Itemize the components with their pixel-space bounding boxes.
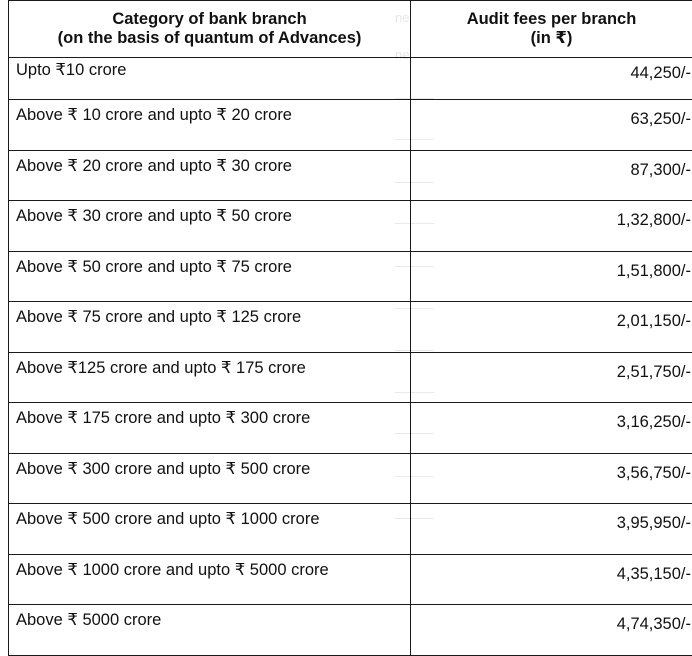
fee-cell: 44,250/-	[411, 58, 692, 100]
table-row: Above ₹ 500 crore and upto ₹ 1000 crore …	[9, 504, 692, 555]
table-row: Above ₹ 20 crore and upto ₹ 30 crore 87,…	[9, 150, 692, 201]
fee-cell: 3,56,750/-	[411, 453, 692, 504]
category-cell: Above ₹ 75 crore and upto ₹ 125 crore	[9, 302, 411, 353]
category-cell: Above ₹ 5000 crore	[9, 605, 411, 656]
category-header-line1: Category of bank branch	[13, 10, 406, 29]
table-row: Above ₹ 50 crore and upto ₹ 75 crore 1,5…	[9, 251, 692, 302]
category-cell: Above ₹125 crore and upto ₹ 175 crore	[9, 352, 411, 403]
table-row: Above ₹ 175 crore and upto ₹ 300 crore 3…	[9, 403, 692, 454]
fee-cell: 1,32,800/-	[411, 201, 692, 252]
fee-cell: 2,51,750/-	[411, 352, 692, 403]
fees-column-header: Audit fees per branch (in ₹)	[411, 1, 692, 58]
table-row: Above ₹ 5000 crore 4,74,350/-	[9, 605, 692, 656]
fee-cell: 63,250/-	[411, 100, 692, 151]
table-row: Above ₹ 30 crore and upto ₹ 50 crore 1,3…	[9, 201, 692, 252]
category-column-header: Category of bank branch (on the basis of…	[9, 1, 411, 58]
table-row: Above ₹ 75 crore and upto ₹ 125 crore 2,…	[9, 302, 692, 353]
fee-cell: 3,95,950/-	[411, 504, 692, 555]
table-row: Upto ₹10 crore 44,250/-	[9, 58, 692, 100]
audit-fees-table: Category of bank branch (on the basis of…	[8, 0, 692, 656]
fee-cell: 2,01,150/-	[411, 302, 692, 353]
fee-cell: 3,16,250/-	[411, 403, 692, 454]
category-cell: Above ₹ 1000 crore and upto ₹ 5000 crore	[9, 554, 411, 605]
category-cell: Upto ₹10 crore	[9, 58, 411, 100]
category-cell: Above ₹ 30 crore and upto ₹ 50 crore	[9, 201, 411, 252]
fees-header-line2: (in ₹)	[415, 29, 688, 48]
table-row: Above ₹ 1000 crore and upto ₹ 5000 crore…	[9, 554, 692, 605]
category-cell: Above ₹ 300 crore and upto ₹ 500 crore	[9, 453, 411, 504]
table-row: Above ₹ 300 crore and upto ₹ 500 crore 3…	[9, 453, 692, 504]
fee-cell: 4,74,350/-	[411, 605, 692, 656]
category-cell: Above ₹ 175 crore and upto ₹ 300 crore	[9, 403, 411, 454]
fee-cell: 87,300/-	[411, 150, 692, 201]
category-cell: Above ₹ 50 crore and upto ₹ 75 crore	[9, 251, 411, 302]
fees-header-line1: Audit fees per branch	[415, 10, 688, 29]
table-row: Above ₹125 crore and upto ₹ 175 crore 2,…	[9, 352, 692, 403]
fee-cell: 1,51,800/-	[411, 251, 692, 302]
table-row: Above ₹ 10 crore and upto ₹ 20 crore 63,…	[9, 100, 692, 151]
category-header-line2: (on the basis of quantum of Advances)	[13, 29, 406, 48]
table-header-row: Category of bank branch (on the basis of…	[9, 1, 692, 58]
category-cell: Above ₹ 500 crore and upto ₹ 1000 crore	[9, 504, 411, 555]
category-cell: Above ₹ 10 crore and upto ₹ 20 crore	[9, 100, 411, 151]
fee-cell: 4,35,150/-	[411, 554, 692, 605]
category-cell: Above ₹ 20 crore and upto ₹ 30 crore	[9, 150, 411, 201]
